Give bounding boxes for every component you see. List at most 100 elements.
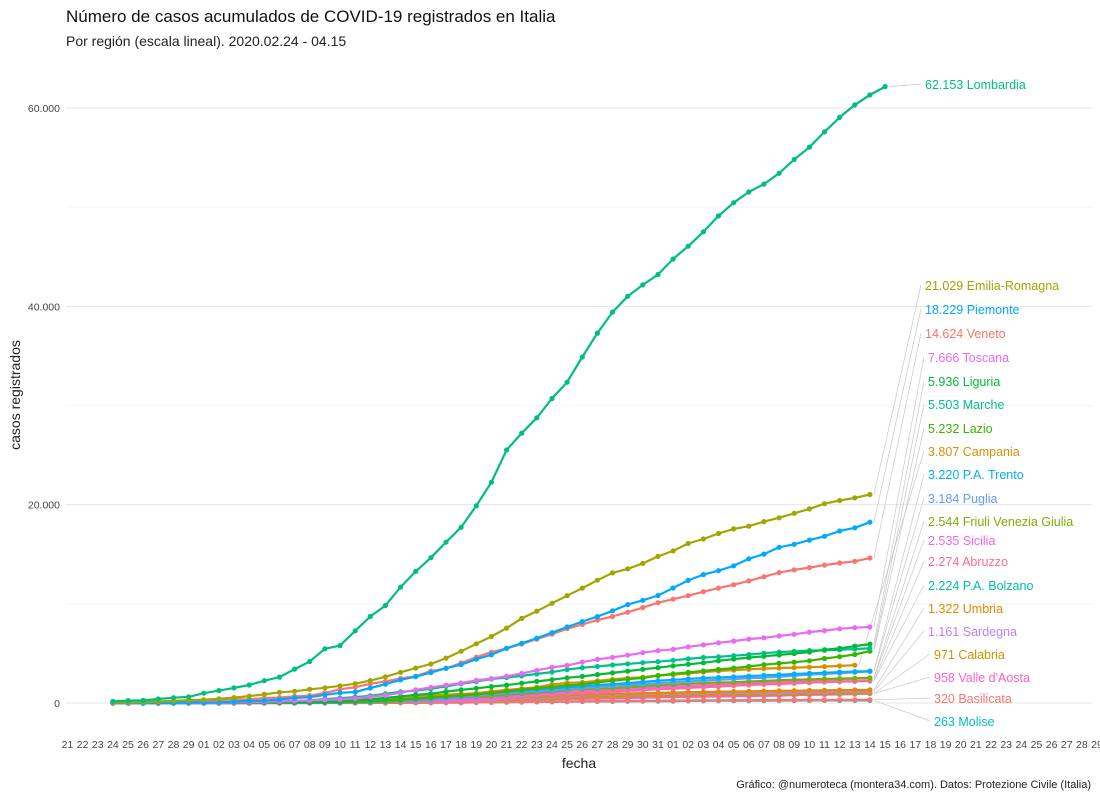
data-point [609, 613, 616, 620]
data-point [625, 652, 631, 658]
y-tick-label: 40.000 [28, 301, 60, 313]
series-line [112, 85, 886, 703]
leader-line [873, 560, 925, 681]
data-point [594, 330, 601, 336]
data-point [125, 698, 131, 704]
x-tick-label: 28 [607, 739, 619, 751]
x-tick-label: 08 [773, 739, 785, 751]
data-point [564, 682, 570, 688]
data-point [564, 667, 570, 673]
data-point [806, 676, 813, 682]
data-point [685, 540, 691, 547]
x-tick-label: 20 [486, 739, 498, 751]
data-point [761, 574, 767, 580]
data-point [504, 447, 510, 453]
x-tick-label: 29 [183, 739, 195, 751]
data-point [776, 665, 782, 671]
x-axis-title: fecha [562, 755, 596, 771]
data-point [821, 687, 828, 693]
data-point [579, 619, 585, 625]
leader-line [873, 308, 922, 523]
data-point [307, 694, 313, 700]
data-point [231, 699, 237, 705]
data-point [564, 662, 570, 669]
data-point [640, 597, 646, 603]
data-point [292, 688, 298, 694]
leader-line [873, 607, 925, 691]
data-point [428, 694, 434, 701]
data-point [504, 625, 510, 631]
data-point [700, 697, 707, 704]
data-point [609, 670, 616, 676]
data-point [170, 695, 177, 701]
data-point [746, 655, 752, 661]
x-tick-label: 22 [516, 739, 528, 751]
data-point [700, 668, 707, 674]
data-point [761, 697, 767, 703]
data-point [791, 671, 797, 677]
x-tick-label: 24 [546, 739, 558, 751]
data-point [201, 690, 207, 696]
leader-line [873, 539, 925, 678]
leader-line [873, 676, 931, 694]
data-point [715, 654, 722, 660]
data-point [806, 697, 813, 703]
data-point [352, 695, 358, 702]
data-point [670, 596, 676, 602]
data-point [685, 243, 691, 249]
series-label: 5.936 Liguria [928, 375, 1000, 389]
data-point [534, 667, 540, 673]
x-tick-label: 24 [107, 739, 119, 751]
data-point [806, 670, 813, 676]
data-point [534, 678, 540, 685]
data-point [504, 682, 510, 688]
data-point [670, 548, 676, 554]
x-tick-label: 16 [894, 739, 906, 751]
data-point [609, 678, 616, 684]
leader-line [873, 520, 925, 678]
data-point [276, 674, 283, 680]
series-label: 7.666 Toscana [928, 351, 1009, 365]
data-point [367, 685, 373, 691]
series-label: 14.624 Veneto [925, 327, 1006, 341]
x-tick-label: 27 [1061, 739, 1073, 751]
data-point [413, 568, 419, 575]
data-point [837, 560, 843, 566]
x-tick-label: 16 [425, 739, 437, 751]
data-point [398, 584, 404, 590]
data-point [867, 92, 873, 98]
data-point [640, 282, 646, 288]
data-point [731, 582, 737, 588]
data-point [488, 690, 494, 696]
data-point [761, 551, 767, 557]
data-point [473, 685, 479, 691]
data-point [852, 687, 858, 693]
data-point [458, 680, 464, 686]
data-point [715, 213, 722, 219]
data-point [761, 666, 767, 672]
series-label: 21.029 Emilia-Romagna [925, 279, 1059, 293]
data-point [609, 608, 616, 614]
data-point [791, 567, 797, 573]
data-point [821, 664, 828, 670]
data-point [519, 640, 525, 646]
leader-line [873, 653, 931, 694]
data-point [443, 665, 449, 671]
data-point [625, 680, 631, 686]
x-tick-label: 08 [304, 739, 316, 751]
data-point [625, 609, 631, 615]
data-point [731, 638, 737, 644]
x-tick-label: 03 [228, 739, 240, 751]
x-tick-label: 23 [531, 739, 543, 751]
x-tick-label: 24 [1015, 739, 1027, 751]
data-point [670, 256, 676, 262]
data-point [731, 563, 737, 569]
data-point [837, 645, 843, 651]
data-point [246, 682, 252, 688]
data-point [640, 650, 646, 656]
data-point [640, 605, 646, 611]
data-point [458, 648, 464, 654]
series-line [112, 493, 871, 704]
data-point [837, 114, 843, 120]
data-point [700, 642, 707, 648]
